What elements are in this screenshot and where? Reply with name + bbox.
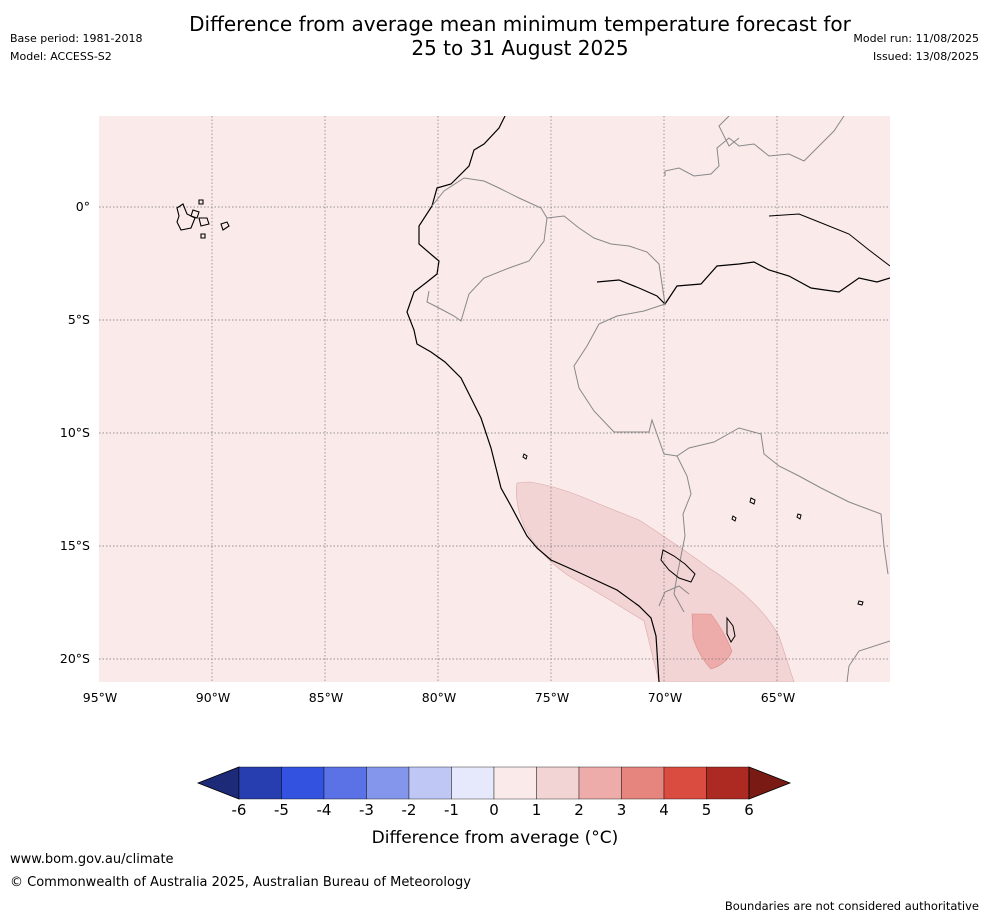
colorbar-swatch	[366, 766, 410, 800]
footer-url: www.bom.gov.au/climate	[10, 852, 174, 867]
footer-copyright: © Commonwealth of Australia 2025, Austra…	[10, 875, 471, 890]
lat-label-0: 0°	[75, 199, 90, 214]
colorbar-tick-label: -1	[444, 801, 459, 819]
colorbar-tick-label: -2	[401, 801, 417, 819]
model-name: Model: ACCESS-S2	[10, 50, 112, 63]
galapagos-islands	[176, 199, 230, 239]
colorbar-tick-label: 2	[574, 801, 584, 819]
model-run: Model run: 11/08/2025	[853, 32, 979, 45]
colorbar-swatch	[408, 766, 452, 800]
small-lakes	[522, 453, 864, 606]
colorbar	[196, 766, 792, 800]
colorbar-tick-label: -5	[274, 801, 289, 819]
colorbar-swatch	[578, 766, 622, 800]
colorbar-swatch	[323, 766, 367, 800]
title-line-1: Difference from average mean minimum tem…	[189, 12, 851, 36]
colorbar-swatch	[621, 766, 665, 800]
lon-label-80w: 80°W	[421, 690, 457, 705]
footer-note: Boundaries are not considered authoritat…	[724, 899, 979, 913]
base-period: Base period: 1981-2018	[10, 32, 143, 45]
lat-label-10s: 10°S	[59, 425, 90, 440]
colorbar-label: Difference from average (°C)	[371, 828, 619, 848]
lat-label-20s: 20°S	[59, 651, 90, 666]
map-title: Difference from average mean minimum tem…	[120, 12, 920, 60]
colorbar-swatch	[536, 766, 580, 800]
colorbar-swatch	[493, 766, 537, 800]
lake-poopo	[726, 616, 736, 643]
lat-label-15s: 15°S	[59, 538, 90, 553]
amazon-river	[596, 261, 890, 305]
amazon-branch	[768, 213, 890, 267]
lon-label-90w: 90°W	[195, 690, 231, 705]
colorbar-swatch	[706, 766, 750, 800]
lake-titicaca	[660, 549, 696, 583]
colorbar-tick-label: 3	[616, 801, 627, 819]
country-borders	[426, 116, 890, 682]
meta-left: Base period: 1981-2018 Model: ACCESS-S2	[10, 30, 142, 66]
colorbar-extend-high	[748, 766, 792, 800]
anomaly-region-1-2	[516, 481, 795, 682]
colorbar-tick-label: 4	[659, 801, 669, 819]
colorbar-tick-label: 0	[489, 801, 499, 819]
map-background	[99, 116, 890, 682]
lon-label-95w: 95°W	[82, 690, 118, 705]
colorbar-tick-label: 5	[701, 801, 712, 819]
lon-label-70w: 70°W	[647, 690, 683, 705]
lon-label-65w: 65°W	[760, 690, 796, 705]
colorbar-swatch	[663, 766, 707, 800]
map-area	[99, 116, 890, 682]
lat-label-5s: 5°S	[67, 312, 90, 327]
colorbar-tick-label: 1	[531, 801, 542, 819]
colorbar-extend-low	[196, 766, 240, 800]
colorbar-tick-label: -3	[359, 801, 374, 819]
colorbar-tick-label: 6	[744, 801, 754, 819]
colorbar-swatch	[451, 766, 495, 800]
anomaly-region-2-3	[691, 613, 733, 670]
lon-label-75w: 75°W	[534, 690, 570, 705]
title-line-2: 25 to 31 August 2025	[411, 36, 629, 60]
meta-right: Model run: 11/08/2025 Issued: 13/08/2025	[853, 30, 979, 66]
colorbar-tick-label: -6	[231, 801, 247, 819]
colorbar-swatch	[238, 766, 282, 800]
lon-label-85w: 85°W	[308, 690, 344, 705]
coastline	[406, 116, 660, 682]
colorbar-tick-label: -4	[316, 801, 332, 819]
colorbar-swatch	[281, 766, 325, 800]
issued-date: Issued: 13/08/2025	[872, 50, 979, 63]
